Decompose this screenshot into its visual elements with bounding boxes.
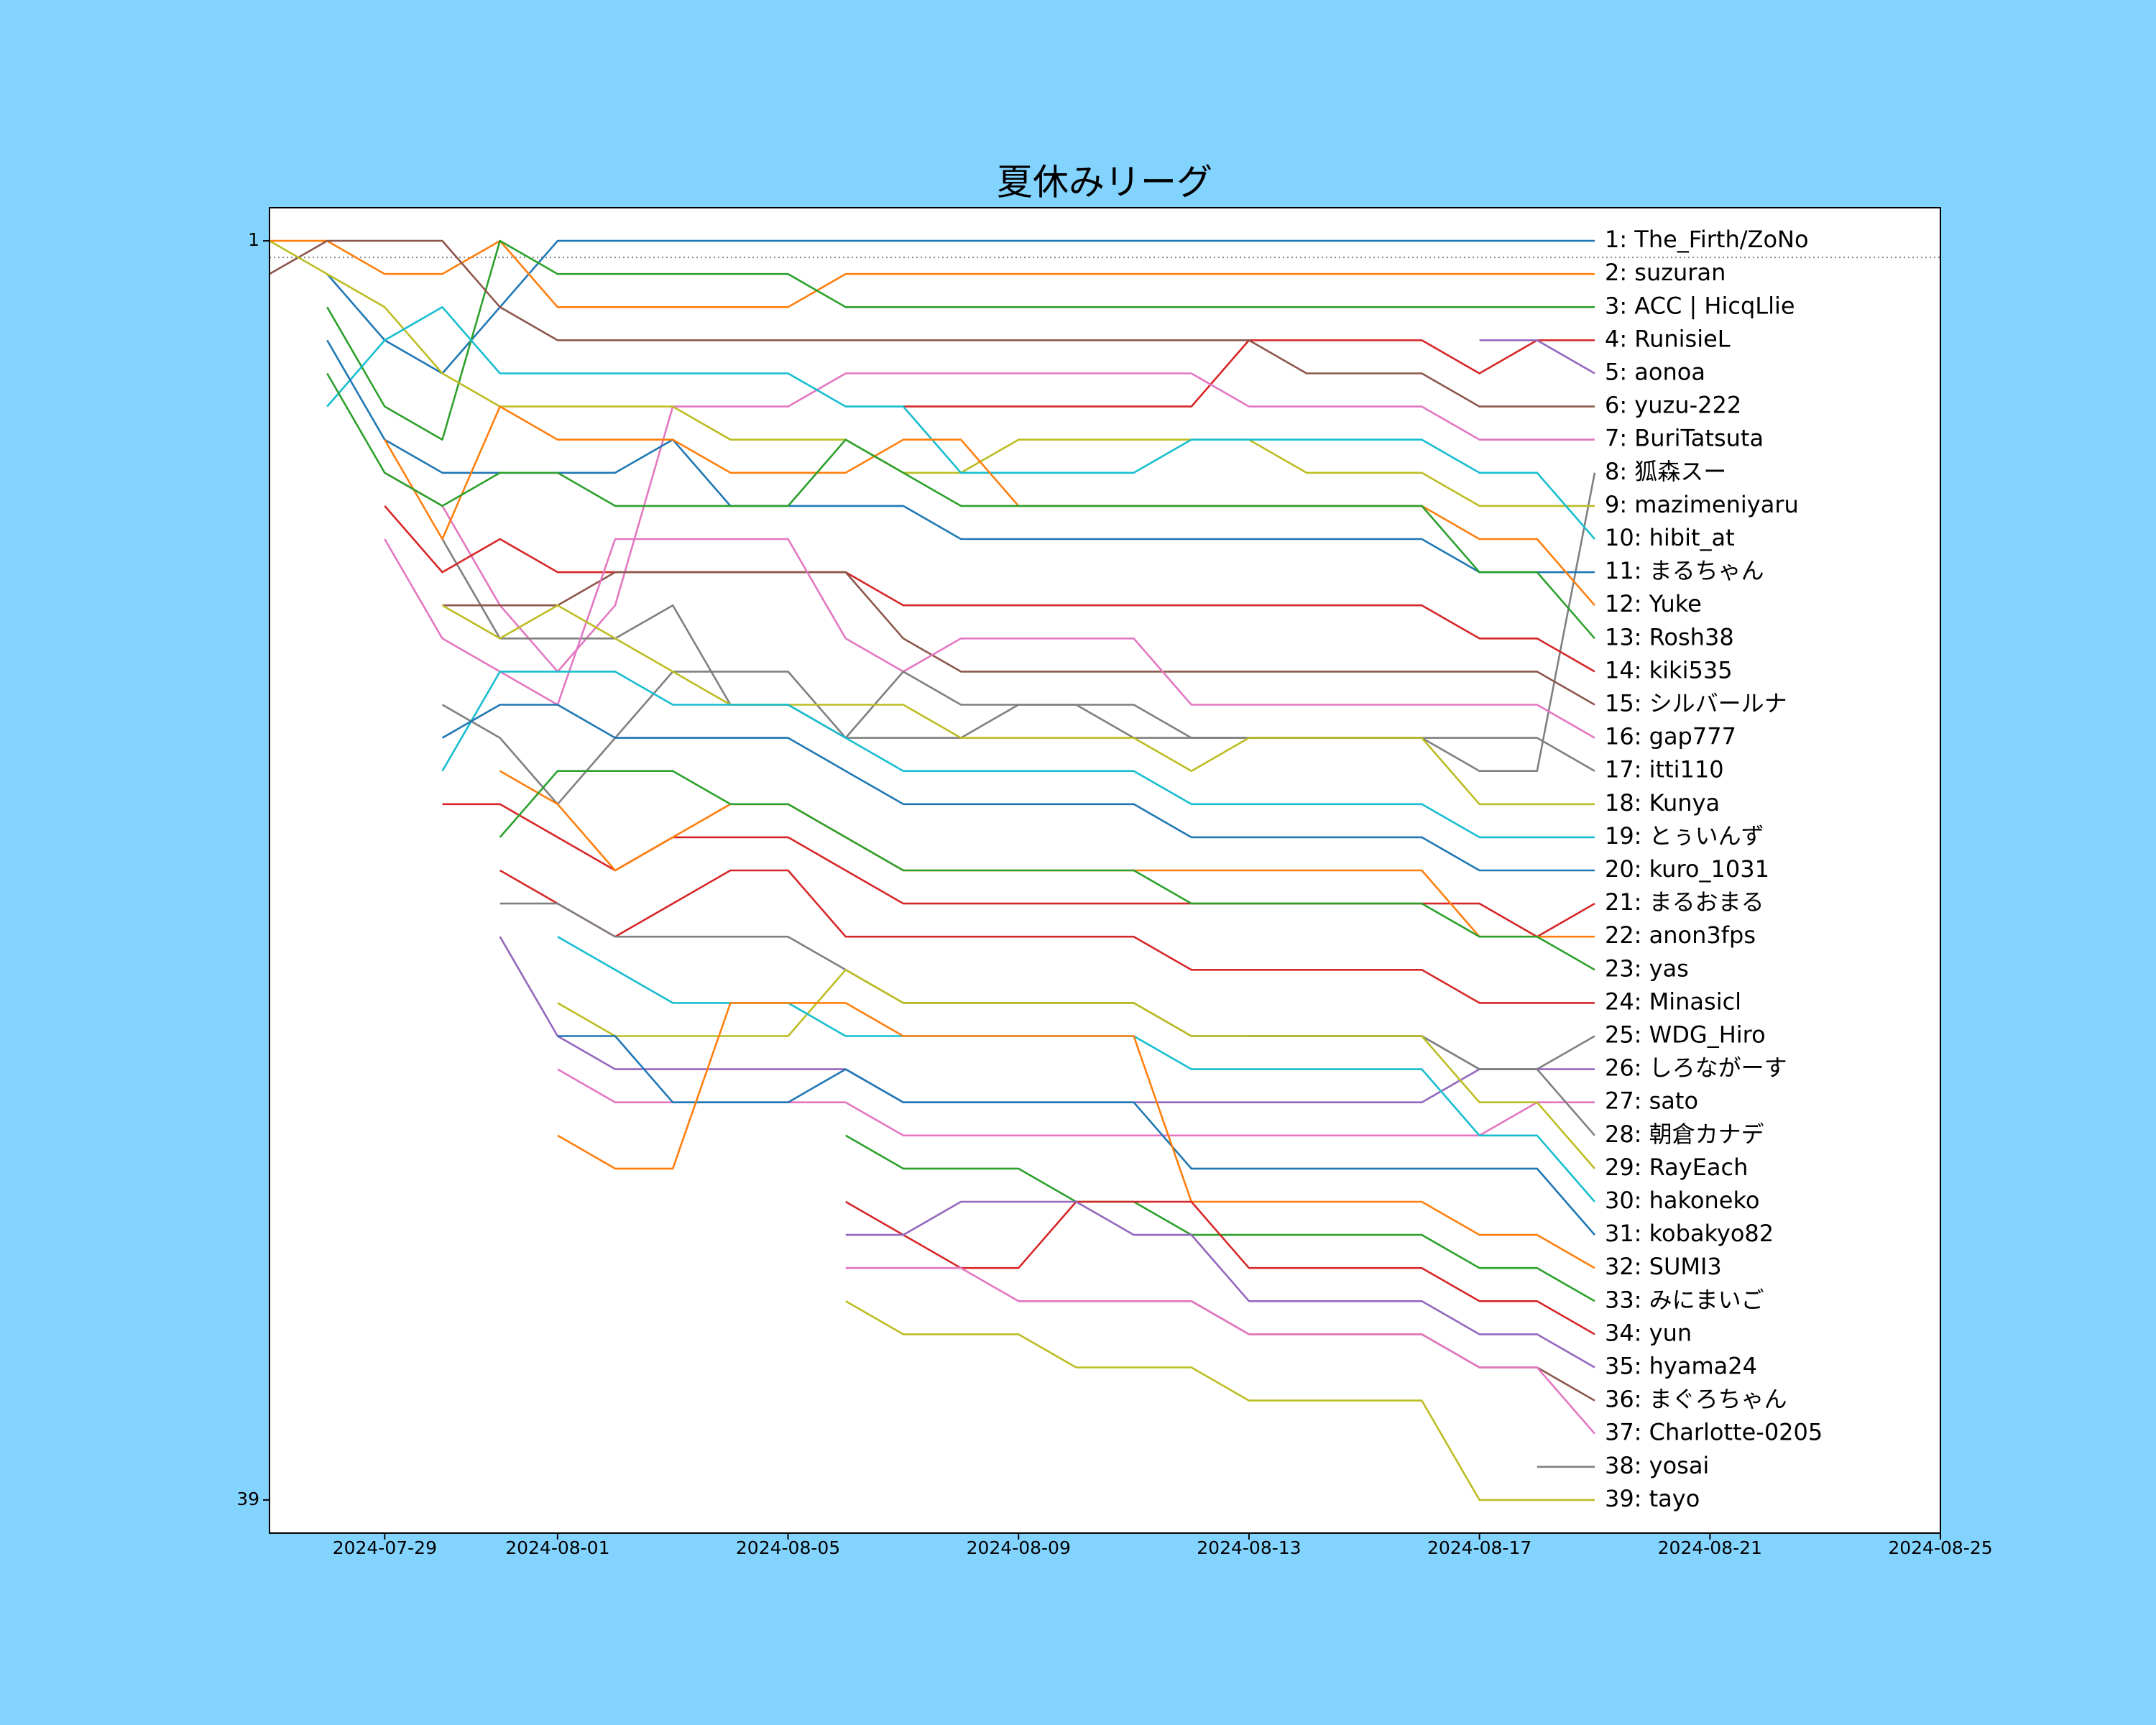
series-label: 20: kuro_1031 [1605, 855, 1769, 883]
series-label: 25: WDG_Hiro [1605, 1021, 1766, 1049]
series-line [269, 239, 1595, 507]
series-line [384, 505, 1595, 673]
series-line [441, 704, 1595, 872]
x-tick-label: 2024-07-29 [333, 1537, 437, 1558]
x-tick-label: 2024-08-25 [1888, 1537, 1992, 1558]
series-label: 34: yun [1605, 1319, 1692, 1346]
series-label: 28: 朝倉カナデ [1605, 1121, 1764, 1148]
x-tick-label: 2024-08-21 [1658, 1537, 1762, 1558]
series-line [557, 1002, 1595, 1269]
series-line [441, 671, 1595, 839]
series-label: 26: しろながーす [1605, 1054, 1787, 1082]
series-label: 31: kobakyo82 [1605, 1220, 1774, 1247]
series-line [441, 604, 1595, 806]
series-line [442, 571, 1595, 706]
series-label: 32: SUMI3 [1605, 1253, 1722, 1280]
series-label: 21: まるおまる [1605, 888, 1764, 916]
series-line [845, 1266, 1595, 1435]
series-line [270, 239, 1595, 308]
series-label: 38: yosai [1605, 1452, 1709, 1479]
series-label: 14: kiki535 [1605, 656, 1733, 684]
x-tick-label: 2024-08-17 [1427, 1537, 1531, 1558]
series-label: 29: RayEach [1605, 1154, 1748, 1181]
y-tick-label: 1 [248, 229, 259, 250]
series-line [557, 969, 1595, 1169]
series-label: 2: suzuran [1605, 259, 1726, 286]
series-label: 35: hyama24 [1605, 1353, 1757, 1380]
x-tick-label: 2024-08-05 [736, 1537, 840, 1558]
series-line [326, 306, 1595, 540]
series-label: 3: ACC | HicqLlie [1605, 292, 1795, 319]
series-label: 24: Minasicl [1605, 988, 1741, 1015]
series-label: 4: RunisieL [1605, 325, 1731, 352]
series-label: 7: BuriTatsuta [1605, 425, 1764, 452]
series-line [845, 1200, 1595, 1368]
series-label: 13: Rosh38 [1605, 623, 1734, 650]
series-label: 5: aonoa [1605, 359, 1705, 386]
series-label: 23: yas [1605, 954, 1689, 982]
x-tick-label: 2024-08-01 [505, 1537, 609, 1558]
series-label: 16: gap777 [1605, 723, 1736, 750]
series-line [1479, 339, 1595, 374]
series-label: 6: yuzu-222 [1605, 392, 1741, 419]
series-label: 27: sato [1605, 1087, 1698, 1115]
series-line [499, 869, 1595, 1004]
series-line [557, 1035, 1595, 1236]
series-line [326, 239, 1595, 441]
series-label: 12: Yuke [1605, 590, 1702, 617]
y-tick-label: 39 [236, 1489, 259, 1509]
x-tick-label: 2024-08-09 [967, 1537, 1071, 1558]
series-line [845, 1200, 1595, 1335]
series-label: 36: まぐろちゃん [1605, 1386, 1787, 1413]
x-tick-label: 2024-08-13 [1197, 1537, 1301, 1558]
series-label: 17: itti110 [1605, 756, 1724, 783]
series-label: 19: とぅいんず [1605, 822, 1764, 850]
series-label: 33: みにまいご [1605, 1286, 1764, 1313]
plot-frame [269, 207, 1941, 1534]
series-label: 18: Kunya [1605, 789, 1720, 816]
series-label: 11: まるちゃん [1605, 557, 1764, 584]
series-label: 30: hakoneko [1605, 1187, 1759, 1214]
series-label: 10: hibit_at [1605, 524, 1735, 551]
series-label: 39: tayo [1605, 1485, 1700, 1512]
chart-title: 夏休みリーグ [997, 162, 1212, 203]
series-label: 37: Charlotte-0205 [1605, 1419, 1823, 1446]
series-label: 15: シルバールナ [1605, 690, 1787, 717]
series-label: 9: mazimeniyaru [1605, 491, 1799, 518]
series-line [499, 770, 1595, 971]
series-label: 1: The_Firth/ZoNo [1605, 226, 1809, 253]
series-line [845, 1300, 1595, 1501]
series-label: 8: 狐森スー [1605, 458, 1726, 485]
series-label: 22: anon3fps [1605, 921, 1756, 949]
series-line [326, 372, 1595, 640]
series-line [269, 239, 1595, 408]
